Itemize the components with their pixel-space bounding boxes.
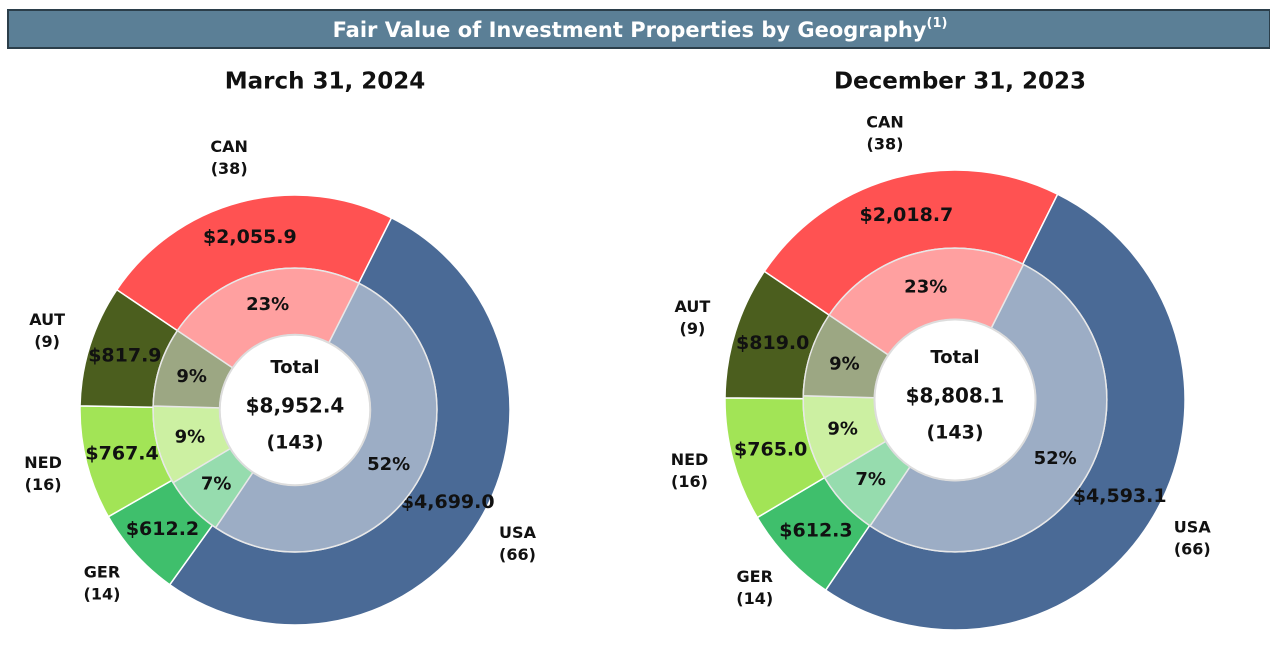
value-label: $612.2 (126, 518, 199, 540)
category-label: NED (671, 450, 709, 469)
percentage-label: 23% (246, 294, 289, 315)
value-label: $819.0 (736, 332, 809, 354)
value-label: $2,055.9 (203, 226, 297, 248)
value-label: $765.0 (734, 438, 807, 460)
category-label: USA (499, 523, 537, 542)
count-label: (16) (25, 475, 62, 494)
count-label: (14) (736, 589, 773, 608)
count-label: (38) (867, 135, 904, 154)
percentage-label: 9% (829, 353, 860, 374)
count-label: (14) (84, 585, 121, 604)
count-label: (9) (680, 319, 706, 338)
percentage-label: 23% (904, 277, 947, 298)
value-label: $2,018.7 (860, 204, 954, 226)
value-label: $4,699.0 (401, 491, 495, 513)
donut-hole (873, 318, 1037, 482)
value-label: $612.3 (779, 519, 852, 541)
category-label: USA (1174, 518, 1212, 537)
count-label: (66) (499, 545, 536, 564)
percentage-label: 52% (1034, 448, 1077, 469)
percentage-label: 7% (201, 474, 232, 495)
total-count-label: (143) (266, 432, 323, 454)
header-title: Fair Value of Investment Properties by G… (333, 16, 948, 43)
percentage-label: 9% (176, 366, 207, 387)
header-title-text: Fair Value of Investment Properties by G… (333, 18, 927, 42)
category-label: AUT (29, 310, 65, 329)
chart-title: March 31, 2024 (225, 69, 426, 95)
header-bar (7, 9, 1270, 49)
count-label: (9) (34, 332, 60, 351)
category-label: CAN (210, 137, 248, 156)
donut-hole (218, 333, 372, 487)
total-label: $8,952.4 (246, 394, 345, 418)
percentage-label: 9% (827, 418, 858, 439)
percentage-label: 9% (175, 426, 206, 447)
category-label: CAN (866, 113, 904, 132)
count-label: (38) (211, 159, 248, 178)
category-label: AUT (674, 297, 710, 316)
chart-title: December 31, 2023 (834, 69, 1086, 95)
value-label: $767.4 (85, 443, 158, 465)
total-count-label: (143) (926, 422, 983, 444)
percentage-label: 52% (367, 454, 410, 475)
percentage-label: 7% (855, 469, 886, 490)
note-marker: (1) (927, 16, 948, 31)
category-label: GER (737, 567, 773, 586)
count-label: (66) (1174, 540, 1211, 559)
center-label: Total (270, 357, 319, 378)
category-label: GER (84, 563, 120, 582)
category-label: NED (24, 453, 62, 472)
count-label: (16) (671, 472, 708, 491)
total-label: $8,808.1 (906, 384, 1005, 408)
value-label: $4,593.1 (1073, 485, 1167, 507)
value-label: $817.9 (88, 345, 161, 367)
center-label: Total (930, 347, 979, 368)
